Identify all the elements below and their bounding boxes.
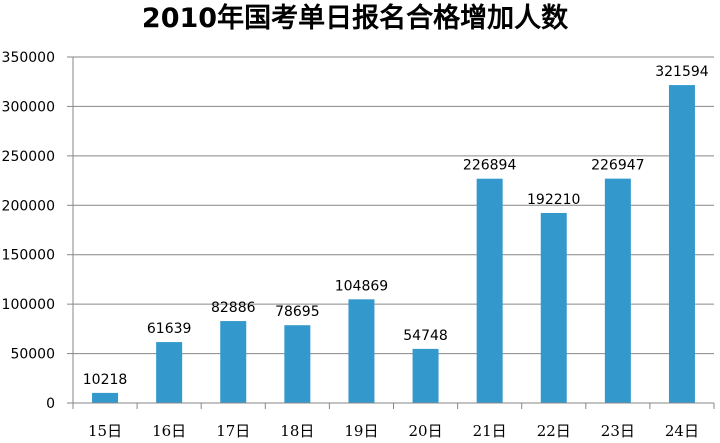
x-tick-label: 16日 [152, 422, 186, 440]
y-tick-label: 150000 [2, 248, 55, 264]
bar [284, 325, 311, 403]
x-tick-label: 20日 [409, 422, 443, 440]
data-label: 78695 [275, 304, 320, 320]
data-label: 104869 [335, 278, 388, 294]
data-label: 192210 [527, 192, 580, 208]
x-tick-label: 22日 [537, 422, 571, 440]
y-tick-label: 200000 [2, 198, 55, 214]
data-label: 226894 [463, 158, 517, 174]
data-label: 61639 [147, 321, 192, 337]
y-tick-label: 300000 [2, 99, 55, 115]
chart-title: 2010年国考单日报名合格增加人数 [142, 2, 569, 34]
bar [156, 342, 183, 403]
y-tick-label: 100000 [2, 297, 55, 313]
x-tick-label: 18日 [280, 422, 314, 440]
axes [72, 57, 715, 409]
bar [92, 392, 119, 403]
data-label: 226947 [591, 158, 644, 174]
bar [476, 178, 503, 403]
bar [668, 85, 695, 403]
x-tick-label: 15日 [88, 422, 122, 440]
bars [92, 85, 695, 403]
bar [604, 178, 631, 403]
y-tick-label: 0 [46, 396, 55, 412]
data-label: 10218 [83, 372, 128, 388]
data-label: 321594 [655, 64, 709, 80]
bar [540, 212, 567, 403]
y-tick-label: 50000 [10, 347, 55, 363]
y-tick-label: 250000 [2, 149, 55, 165]
data-label: 82886 [211, 300, 256, 316]
y-tick-label: 350000 [2, 50, 55, 66]
x-tick-label: 24日 [665, 422, 699, 440]
bar [348, 299, 375, 403]
y-axis-tick-labels: 0 50000 100000 150000 200000 250000 300000 3500… [2, 50, 55, 412]
x-tick-label: 17日 [216, 422, 250, 440]
x-tick-label: 23日 [601, 422, 635, 440]
x-axis-tick-labels: 15日 16日 17日 18日 19日 20日 21日 22日 23日 24日 [88, 422, 699, 440]
data-label: 54748 [403, 328, 448, 344]
x-tick-label: 19日 [344, 422, 378, 440]
x-tick-label: 21日 [473, 422, 507, 440]
bar [412, 348, 439, 403]
bar [220, 321, 247, 403]
data-labels: 10218 61639 82886 78695 104869 54748 226894 192… [83, 64, 709, 388]
